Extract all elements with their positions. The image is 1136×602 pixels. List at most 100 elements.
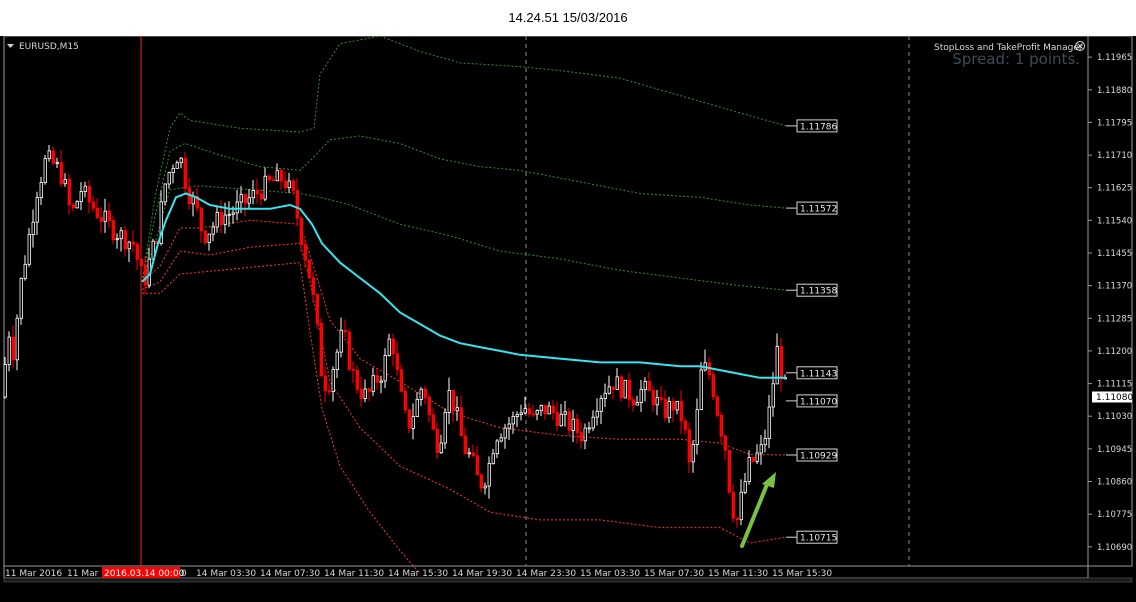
candle-body xyxy=(259,193,263,200)
candle-body xyxy=(163,183,167,203)
level-markers: 1.11786 1.11572 1.11358 1.11143 1.11070 1.109… xyxy=(786,119,838,544)
candle xyxy=(659,385,663,403)
candle xyxy=(119,227,123,252)
price-tick-label: 1.10860 xyxy=(1097,478,1132,488)
candle-body xyxy=(23,263,27,279)
candle-body xyxy=(527,408,531,415)
candle xyxy=(751,456,755,464)
candle xyxy=(655,389,659,416)
level-label: 1.10929 xyxy=(800,452,837,462)
level-marker: 1.10929 xyxy=(786,448,838,462)
candle-body xyxy=(515,414,519,417)
level-label: 1.11070 xyxy=(800,397,837,407)
candle-body xyxy=(283,180,287,189)
candle-body xyxy=(687,429,691,463)
time-tick-label: 14 Mar 11:30 xyxy=(324,569,384,579)
candle-body xyxy=(595,410,599,418)
window-timestamp: 14.24.51 15/03/2016 xyxy=(508,10,628,25)
candle-body xyxy=(351,368,355,371)
level-label: 1.11143 xyxy=(800,369,837,379)
candle xyxy=(127,240,131,262)
candle-body xyxy=(43,158,47,183)
candle xyxy=(399,363,403,393)
scrollbar-track[interactable] xyxy=(3,577,1133,583)
candle-body xyxy=(143,265,147,286)
candle-body xyxy=(751,457,755,462)
close-icon[interactable] xyxy=(1075,41,1085,51)
candle xyxy=(435,422,439,459)
candle-body xyxy=(271,179,275,182)
level-box xyxy=(796,448,838,462)
candle xyxy=(7,331,11,372)
time-tick-label: 14 Mar 19:30 xyxy=(452,569,512,579)
candle xyxy=(515,411,519,427)
candle-body xyxy=(287,180,291,188)
candle xyxy=(111,216,115,245)
candle-body xyxy=(635,402,639,406)
time-tick-label: 14 Mar 03:30 xyxy=(196,569,256,579)
candle xyxy=(299,216,303,251)
candle xyxy=(319,318,323,377)
candle xyxy=(583,423,587,450)
lower-band-2 xyxy=(141,242,787,544)
candle-body xyxy=(611,386,615,390)
price-tick-label: 1.11880 xyxy=(1097,86,1132,96)
candle-body xyxy=(699,369,703,410)
candle xyxy=(183,151,187,194)
candle xyxy=(511,411,515,434)
candle xyxy=(735,517,739,528)
candle-body xyxy=(31,221,35,235)
candle-body xyxy=(63,179,67,185)
candle xyxy=(15,314,19,371)
symbol-label-group[interactable]: EURUSD,M15 xyxy=(7,42,79,52)
ea-close-button[interactable] xyxy=(1075,41,1085,51)
candle-body xyxy=(379,380,383,383)
candle xyxy=(287,173,291,193)
candle-body xyxy=(95,207,99,218)
price-tick-label: 1.11200 xyxy=(1097,347,1132,357)
candle-body xyxy=(99,217,103,222)
candle xyxy=(403,386,407,414)
candle-body xyxy=(195,195,199,209)
candle xyxy=(487,456,491,499)
candle xyxy=(483,482,487,495)
candle-body xyxy=(651,389,655,406)
candle-body xyxy=(627,379,631,401)
dropdown-triangle-icon[interactable] xyxy=(7,44,14,48)
candle xyxy=(339,317,343,358)
cursor-time-tag: 2016.03.14 00:00 xyxy=(102,567,185,579)
level-box xyxy=(796,394,838,408)
arrow-shaft xyxy=(740,480,770,548)
candle xyxy=(19,277,23,325)
candle-body xyxy=(227,213,231,216)
level-box xyxy=(796,530,838,544)
candle-body xyxy=(691,443,695,463)
eurusd-price-chart[interactable]: 1.11786 1.11572 1.11358 1.11143 1.11070 1.109… xyxy=(0,36,1136,602)
candle-body xyxy=(491,453,495,464)
candle xyxy=(563,401,567,427)
candle xyxy=(675,400,679,415)
candle-body xyxy=(735,517,739,521)
candle xyxy=(683,418,687,435)
candle-body xyxy=(431,414,435,430)
candle xyxy=(607,375,611,395)
price-tick-label: 1.11115 xyxy=(1097,380,1132,390)
candle xyxy=(679,390,683,435)
candle xyxy=(467,447,471,458)
candle xyxy=(179,157,183,169)
candle-body xyxy=(119,230,123,240)
candle-body xyxy=(623,379,627,399)
candle-body xyxy=(639,389,643,403)
candle-body xyxy=(299,217,303,245)
candle xyxy=(459,395,463,437)
candle xyxy=(47,145,51,162)
candle-body xyxy=(327,390,331,393)
candle-body xyxy=(451,390,455,412)
lower-band-3 xyxy=(142,262,421,575)
candle-body xyxy=(675,400,679,411)
candle xyxy=(347,329,351,372)
candle-body xyxy=(755,452,759,462)
candle xyxy=(559,404,563,427)
cursor-time-label: 2016.03.14 00:00 xyxy=(104,569,185,579)
candle-body xyxy=(531,413,535,416)
